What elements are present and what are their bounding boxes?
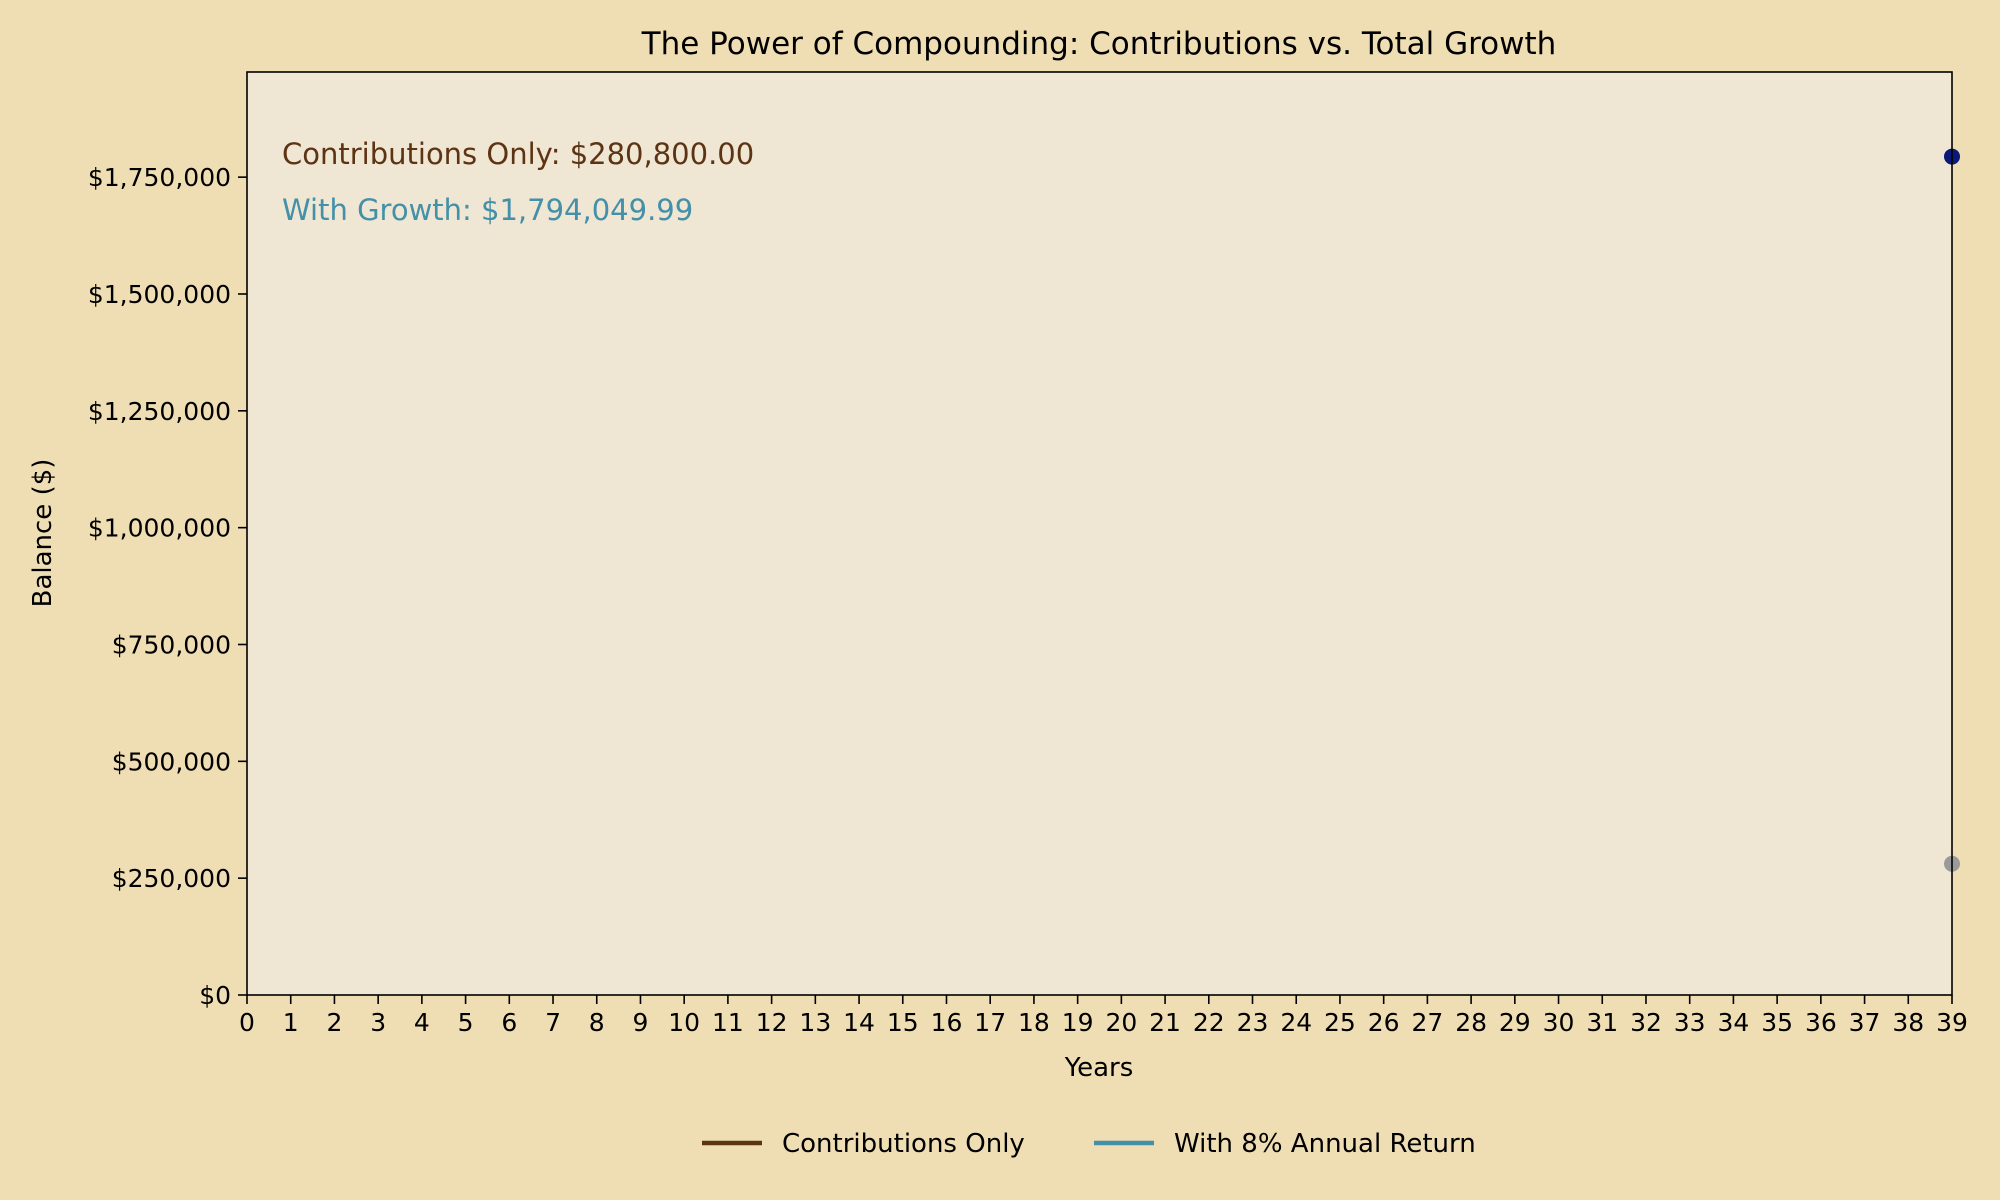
chart-title: The Power of Compounding: Contributions … [641, 26, 1557, 62]
x-tick-label: 8 [589, 1008, 605, 1037]
plot-frame [246, 71, 1953, 996]
y-axis-label: Balance ($) [28, 459, 58, 608]
y-tick-label: $0 [199, 981, 231, 1010]
x-tick-label: 24 [1280, 1008, 1312, 1037]
x-tick-label: 31 [1586, 1008, 1618, 1037]
x-tick-label: 22 [1193, 1008, 1225, 1037]
y-tick-label: $250,000 [112, 864, 231, 893]
annotation-contributions: Contributions Only: $280,800.00 [282, 137, 754, 171]
y-tick-label: $1,750,000 [88, 163, 231, 192]
x-tick-label: 13 [799, 1008, 831, 1037]
x-tick-label: 36 [1805, 1008, 1837, 1037]
legend: Contributions Only With 8% Annual Return [702, 1129, 1476, 1159]
y-tick-label: $500,000 [112, 747, 231, 776]
x-tick-label: 15 [887, 1008, 919, 1037]
x-tick-label: 2 [326, 1008, 342, 1037]
x-tick-label: 16 [931, 1008, 963, 1037]
x-tick-label: 33 [1674, 1008, 1706, 1037]
y-tick-label: $1,500,000 [88, 280, 231, 309]
x-tick-label: 14 [843, 1008, 875, 1037]
x-tick-label: 9 [633, 1008, 649, 1037]
y-tick-label: $1,000,000 [88, 514, 231, 543]
x-tick-label: 28 [1455, 1008, 1487, 1037]
legend-label-contributions: Contributions Only [782, 1129, 1025, 1159]
legend-label-growth: With 8% Annual Return [1174, 1129, 1476, 1159]
x-tick-label: 34 [1718, 1008, 1750, 1037]
y-tick-label: $750,000 [112, 630, 231, 659]
x-tick-label: 19 [1062, 1008, 1094, 1037]
x-tick-label: 7 [545, 1008, 561, 1037]
x-tick-label: 3 [370, 1008, 386, 1037]
x-tick-label: 29 [1499, 1008, 1531, 1037]
x-tick-label: 11 [712, 1008, 744, 1037]
x-tick-label: 35 [1761, 1008, 1793, 1037]
x-tick-label: 12 [756, 1008, 788, 1037]
x-tick-label: 20 [1105, 1008, 1137, 1037]
x-tick-label: 18 [1018, 1008, 1050, 1037]
x-tick-label: 39 [1936, 1008, 1968, 1037]
x-tick-label: 10 [668, 1008, 700, 1037]
x-tick-label: 4 [414, 1008, 430, 1037]
x-tick-label: 38 [1892, 1008, 1924, 1037]
plot-area [247, 72, 1952, 995]
x-tick-label: 1 [283, 1008, 299, 1037]
x-tick-label: 32 [1630, 1008, 1662, 1037]
x-tick-label: 17 [974, 1008, 1006, 1037]
x-tick-label: 21 [1149, 1008, 1181, 1037]
x-tick-label: 23 [1237, 1008, 1269, 1037]
x-tick-label: 30 [1543, 1008, 1575, 1037]
y-tick-label: $1,250,000 [88, 397, 231, 426]
x-tick-label: 27 [1411, 1008, 1443, 1037]
x-axis-label: Years [1064, 1053, 1134, 1083]
annotation-growth: With Growth: $1,794,049.99 [282, 193, 693, 227]
x-tick-label: 6 [501, 1008, 517, 1037]
x-tick-label: 37 [1849, 1008, 1881, 1037]
x-tick-label: 26 [1368, 1008, 1400, 1037]
x-tick-label: 25 [1324, 1008, 1356, 1037]
x-tick-label: 0 [239, 1008, 255, 1037]
x-tick-label: 5 [458, 1008, 474, 1037]
